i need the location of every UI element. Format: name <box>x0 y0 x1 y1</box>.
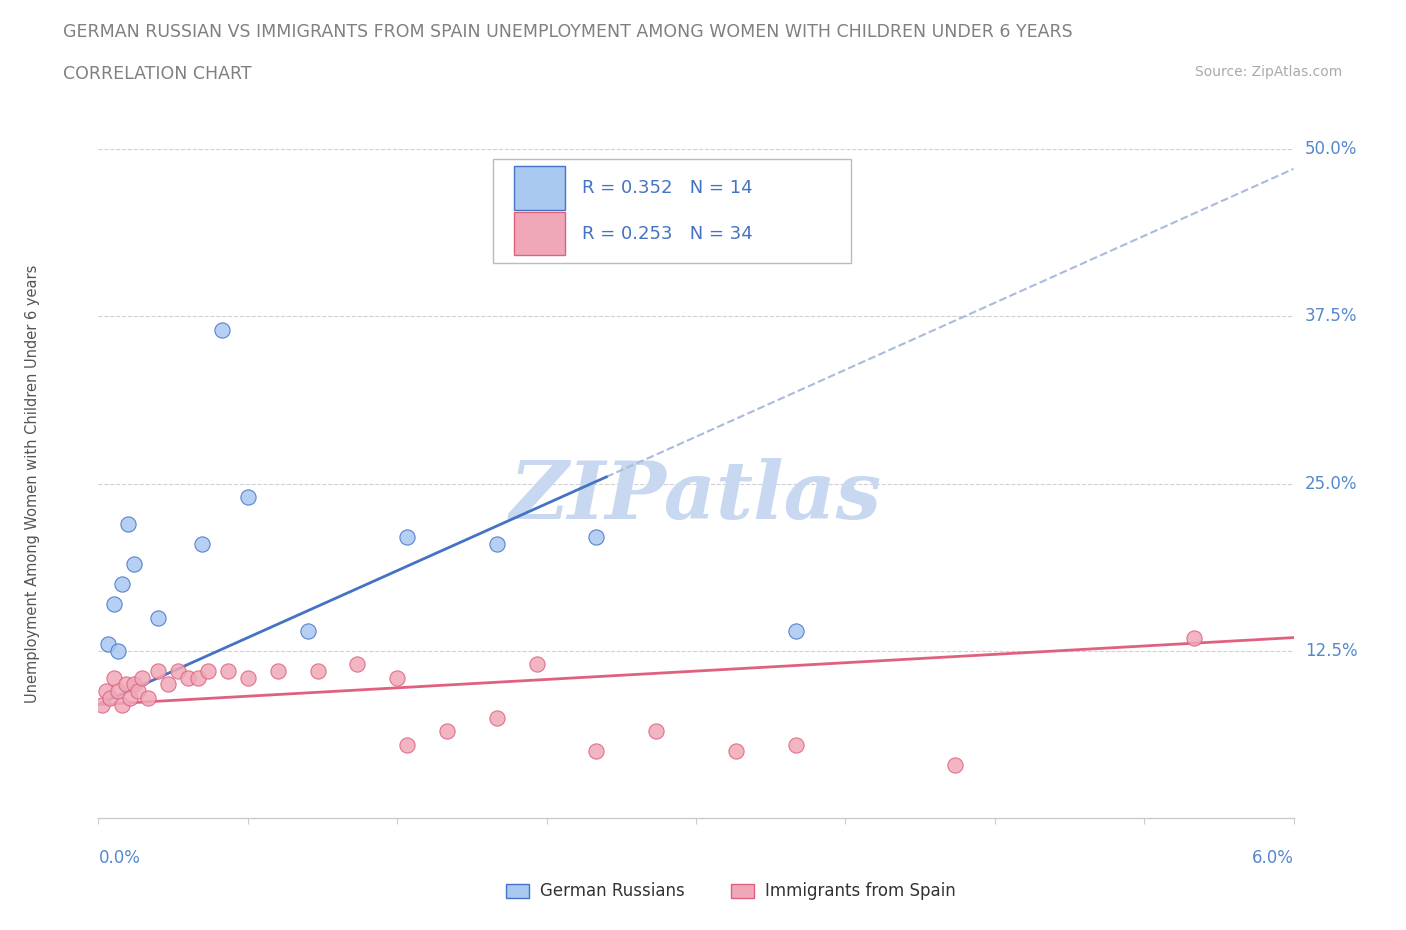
Point <box>124 556 146 571</box>
Point <box>103 671 125 685</box>
Point <box>107 684 129 698</box>
Point <box>267 664 290 679</box>
Text: CORRELATION CHART: CORRELATION CHART <box>63 65 252 83</box>
Text: 0.0%: 0.0% <box>98 849 141 867</box>
Point <box>485 711 508 725</box>
Point <box>124 677 146 692</box>
Point <box>91 698 114 712</box>
Point <box>157 677 180 692</box>
Point <box>385 671 409 685</box>
Point <box>107 644 129 658</box>
Point <box>111 698 134 712</box>
Point <box>236 489 259 504</box>
Text: GERMAN RUSSIAN VS IMMIGRANTS FROM SPAIN UNEMPLOYMENT AMONG WOMEN WITH CHILDREN U: GERMAN RUSSIAN VS IMMIGRANTS FROM SPAIN … <box>63 23 1073 41</box>
Point <box>96 684 118 698</box>
Point <box>943 757 966 772</box>
Text: Immigrants from Spain: Immigrants from Spain <box>765 882 956 900</box>
Text: 6.0%: 6.0% <box>1251 849 1294 867</box>
Point <box>136 690 159 705</box>
Point <box>97 637 120 652</box>
Point <box>191 537 214 551</box>
Point <box>120 690 142 705</box>
Point <box>297 623 319 638</box>
Point <box>115 677 138 692</box>
Point <box>117 516 139 531</box>
Point <box>167 664 190 679</box>
Point <box>111 577 134 591</box>
Text: 12.5%: 12.5% <box>1305 642 1357 660</box>
Text: Unemployment Among Women with Children Under 6 years: Unemployment Among Women with Children U… <box>25 264 41 703</box>
Point <box>346 657 368 671</box>
Point <box>103 597 125 612</box>
Bar <box>515 166 565 209</box>
Point <box>187 671 209 685</box>
Text: 25.0%: 25.0% <box>1305 474 1357 493</box>
Point <box>785 737 807 752</box>
Point <box>436 724 458 738</box>
Point <box>1182 631 1205 645</box>
Point <box>236 671 259 685</box>
Point <box>217 664 239 679</box>
Text: ZIPatlas: ZIPatlas <box>510 458 882 536</box>
Text: R = 0.352   N = 14: R = 0.352 N = 14 <box>582 179 754 197</box>
Text: 37.5%: 37.5% <box>1305 307 1357 326</box>
Bar <box>515 212 565 256</box>
Point <box>585 744 607 759</box>
Text: German Russians: German Russians <box>540 882 685 900</box>
Point <box>98 690 122 705</box>
Point <box>148 610 170 625</box>
Point <box>724 744 747 759</box>
Point <box>526 657 548 671</box>
Text: Source: ZipAtlas.com: Source: ZipAtlas.com <box>1195 65 1343 79</box>
Point <box>177 671 200 685</box>
Text: 50.0%: 50.0% <box>1305 140 1357 158</box>
Point <box>197 664 219 679</box>
Point <box>485 537 508 551</box>
Point <box>127 684 149 698</box>
Point <box>148 664 170 679</box>
Text: R = 0.253   N = 34: R = 0.253 N = 34 <box>582 224 754 243</box>
Point <box>585 530 607 545</box>
Point <box>131 671 153 685</box>
Point <box>785 623 807 638</box>
Point <box>211 322 233 337</box>
Point <box>396 530 419 545</box>
Point <box>396 737 419 752</box>
Point <box>307 664 329 679</box>
Point <box>645 724 668 738</box>
FancyBboxPatch shape <box>494 159 851 262</box>
